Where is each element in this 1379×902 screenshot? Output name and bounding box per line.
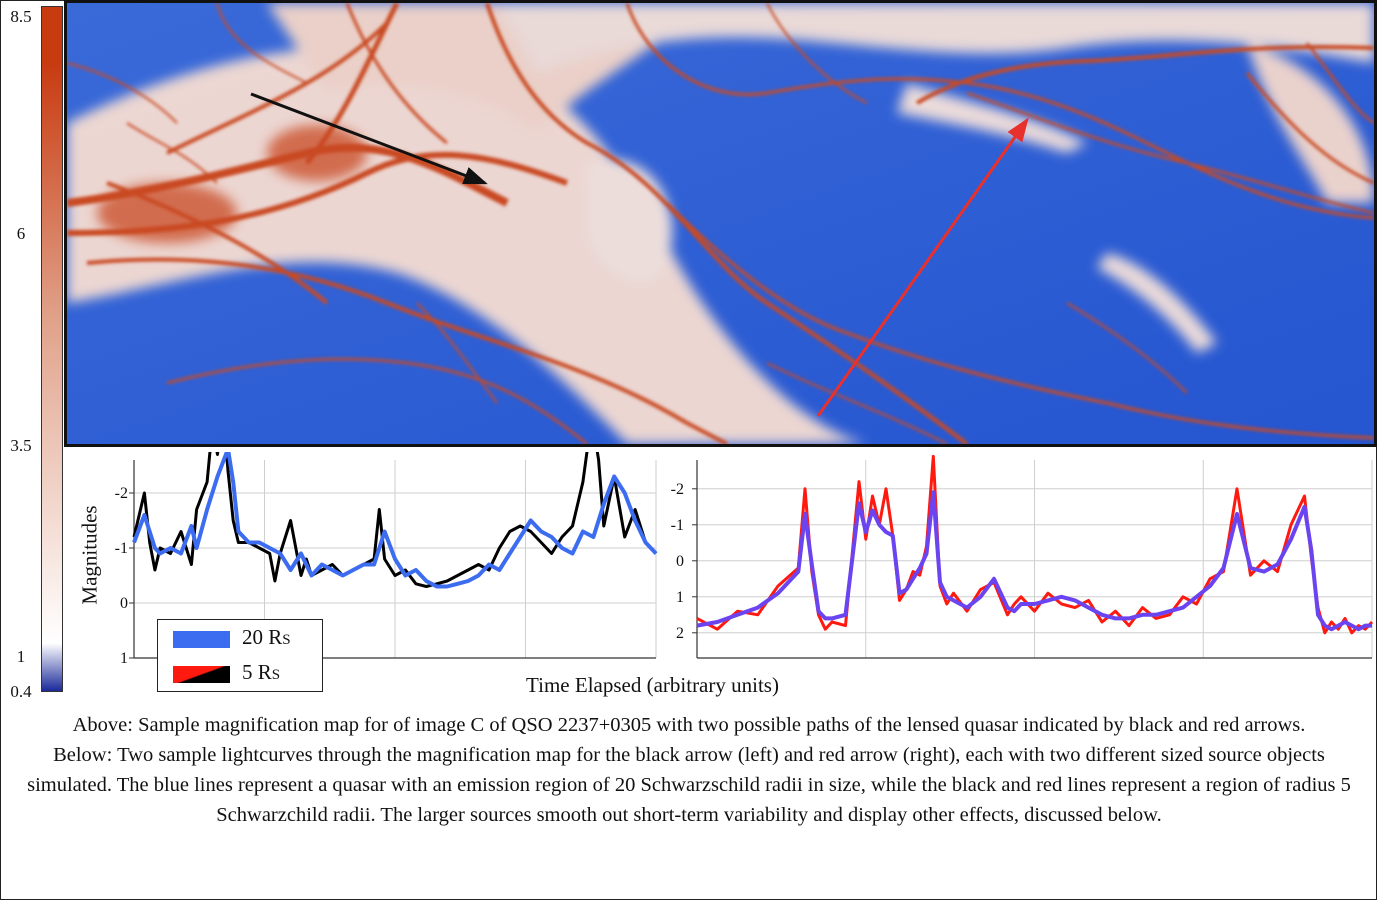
- y-tick-label: -1: [671, 517, 684, 534]
- caption-below: Below: Two sample lightcurves through th…: [27, 744, 1351, 826]
- caustic-cluster: [97, 125, 367, 243]
- series-line-5-rs: [696, 454, 1374, 635]
- legend: 20 RS 5 RS: [157, 619, 323, 692]
- caustic-halo: [67, 3, 1374, 444]
- legend-swatch-blue: [173, 631, 230, 648]
- colorbar-tick: 1: [16, 647, 26, 666]
- y-axis-label: Magnitudes: [77, 505, 102, 605]
- lightcurve-black-arrow: -2 -1 0 1: [115, 452, 658, 667]
- colorbar-tick: 3.5: [10, 436, 32, 455]
- y-tick-label: -2: [115, 485, 128, 502]
- y-tick-label: 0: [120, 595, 128, 612]
- magnification-map-image: [67, 3, 1374, 444]
- legend-sub: S: [282, 632, 291, 648]
- colorbar-tick: 6: [16, 224, 26, 243]
- red-arrow: [816, 117, 1029, 417]
- y-tick-label: -2: [671, 481, 684, 498]
- caption-above: Above: Sample magnification map for of i…: [72, 714, 1306, 736]
- x-axis-label: Time Elapsed (arbitrary units): [526, 673, 779, 697]
- colorbar-tick: 0.4: [10, 682, 32, 701]
- legend-item-5rs: 5 RS: [158, 658, 322, 688]
- legend-sub: S: [271, 667, 281, 683]
- lightcurve-red-arrow: -2 -1 0 1 2: [671, 454, 1374, 659]
- legend-label: 20 R: [242, 625, 283, 649]
- black-arrow: [250, 92, 488, 185]
- y-tick-label: 1: [120, 650, 128, 667]
- legend-item-20rs: 20 RS: [158, 623, 322, 653]
- colorbar-tick: 8.5: [10, 7, 32, 26]
- y-tick-label: 1: [676, 589, 684, 606]
- colorbar: [41, 6, 63, 692]
- y-tick-label: 0: [676, 553, 684, 570]
- magnification-map: [64, 0, 1377, 447]
- figure-caption: Above: Sample magnification map for of i…: [14, 710, 1364, 830]
- series-line-20-rs: [132, 452, 658, 589]
- legend-swatch-red-black: [173, 666, 230, 683]
- y-tick-label: -1: [115, 540, 128, 557]
- series-line-20-rs: [696, 490, 1372, 632]
- y-tick-label: 2: [676, 625, 684, 642]
- legend-label: 5 R: [242, 660, 272, 684]
